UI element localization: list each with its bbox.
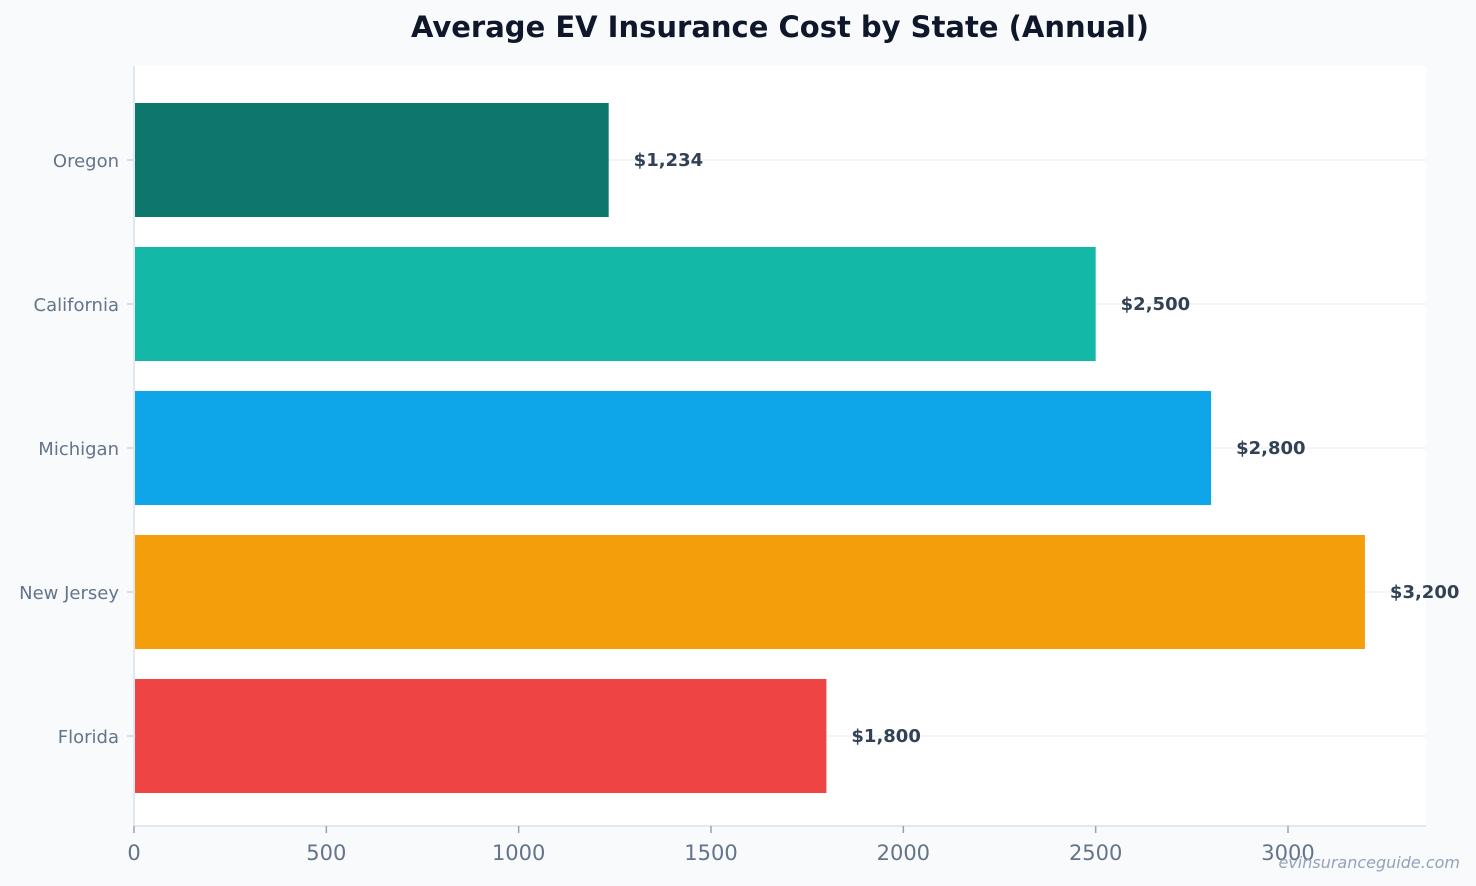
category-label: California (34, 295, 119, 316)
bar-oregon (134, 103, 609, 217)
bar-new-jersey (134, 535, 1365, 649)
x-tick-label: 3000 (1261, 841, 1314, 865)
bar-michigan (134, 391, 1212, 505)
data-label: $1,234 (634, 150, 703, 171)
axes (127, 66, 1426, 833)
bar-california (134, 247, 1096, 361)
data-label: $3,200 (1390, 582, 1459, 603)
category-label: Oregon (53, 151, 119, 172)
x-tick-labels: 0 500 1000 1500 2000 2500 3000 (127, 841, 1314, 865)
chart-title: Average EV Insurance Cost by State (Annu… (411, 10, 1149, 44)
bar-florida (134, 679, 827, 793)
data-label: $2,500 (1121, 294, 1190, 315)
category-label: New Jersey (19, 583, 119, 604)
x-tick-label: 1500 (684, 841, 737, 865)
category-label: Florida (58, 727, 119, 748)
category-labels: Oregon California Michigan New Jersey Florid… (19, 151, 119, 748)
x-tick-label: 2000 (877, 841, 930, 865)
bars (134, 103, 1365, 793)
x-tick-label: 500 (306, 841, 346, 865)
data-labels: $1,234 $2,500 $2,800 $3,200 $1,800 (634, 150, 1460, 747)
category-label: Michigan (38, 439, 119, 460)
watermark: evinsuranceguide.com (1278, 853, 1460, 872)
x-tick-label: 1000 (492, 841, 545, 865)
x-tick-label: 0 (127, 841, 140, 865)
data-label: $2,800 (1236, 438, 1305, 459)
x-tick-label: 2500 (1069, 841, 1122, 865)
data-label: $1,800 (851, 726, 920, 747)
